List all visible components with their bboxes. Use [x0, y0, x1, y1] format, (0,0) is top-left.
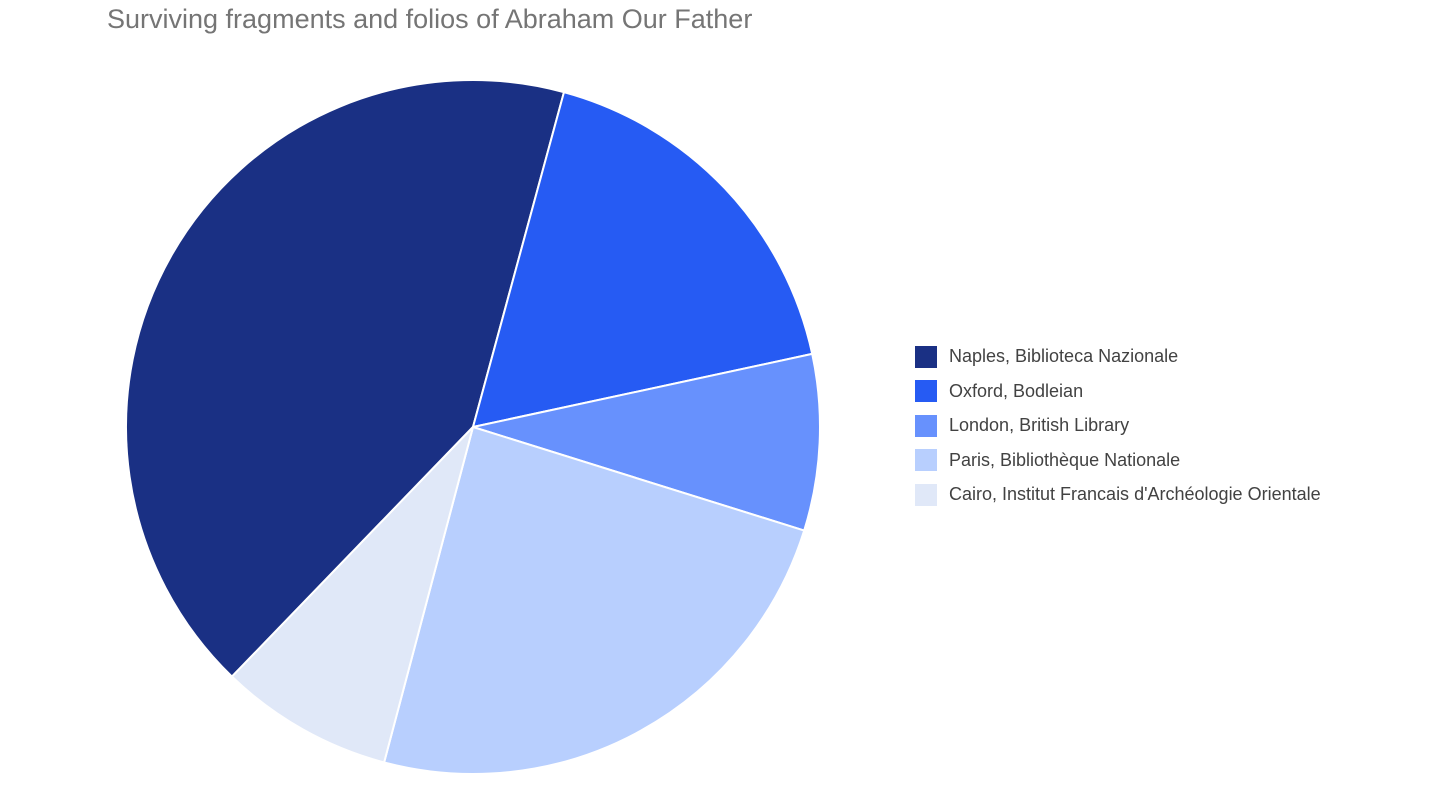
legend-item[interactable]: London, British Library	[915, 414, 1321, 437]
legend: Naples, Biblioteca Nazionale Oxford, Bodl…	[915, 345, 1321, 518]
legend-label: Oxford, Bodleian	[949, 380, 1084, 401]
chart-title: Surviving fragments and folios of Abraha…	[107, 4, 753, 34]
legend-label: Cairo, Institut Francais d'Archéologie O…	[949, 484, 1321, 505]
legend-item[interactable]: Paris, Bibliothèque Nationale	[915, 449, 1321, 472]
legend-swatch	[915, 345, 937, 368]
legend-label: Naples, Biblioteca Nazionale	[949, 346, 1179, 366]
legend-swatch	[915, 380, 937, 403]
pie-slice-4[interactable]	[383, 426, 806, 776]
legend-item[interactable]: Oxford, Bodleian	[915, 380, 1321, 403]
legend-item[interactable]: Cairo, Institut Francais d'Archéologie O…	[915, 483, 1321, 506]
pie-slice-1[interactable]	[124, 79, 565, 678]
legend-swatch	[915, 449, 937, 472]
pie-slice-3[interactable]	[472, 352, 821, 532]
legend-swatch	[915, 414, 937, 437]
legend-label: London, British Library	[949, 415, 1130, 436]
legend-item[interactable]: Naples, Biblioteca Nazionale	[915, 345, 1321, 368]
pie-slice-2[interactable]	[472, 91, 814, 428]
legend-label: Paris, Bibliothèque Nationale	[949, 449, 1181, 470]
legend-swatch	[915, 483, 937, 506]
pie-slice-5[interactable]	[230, 426, 474, 764]
